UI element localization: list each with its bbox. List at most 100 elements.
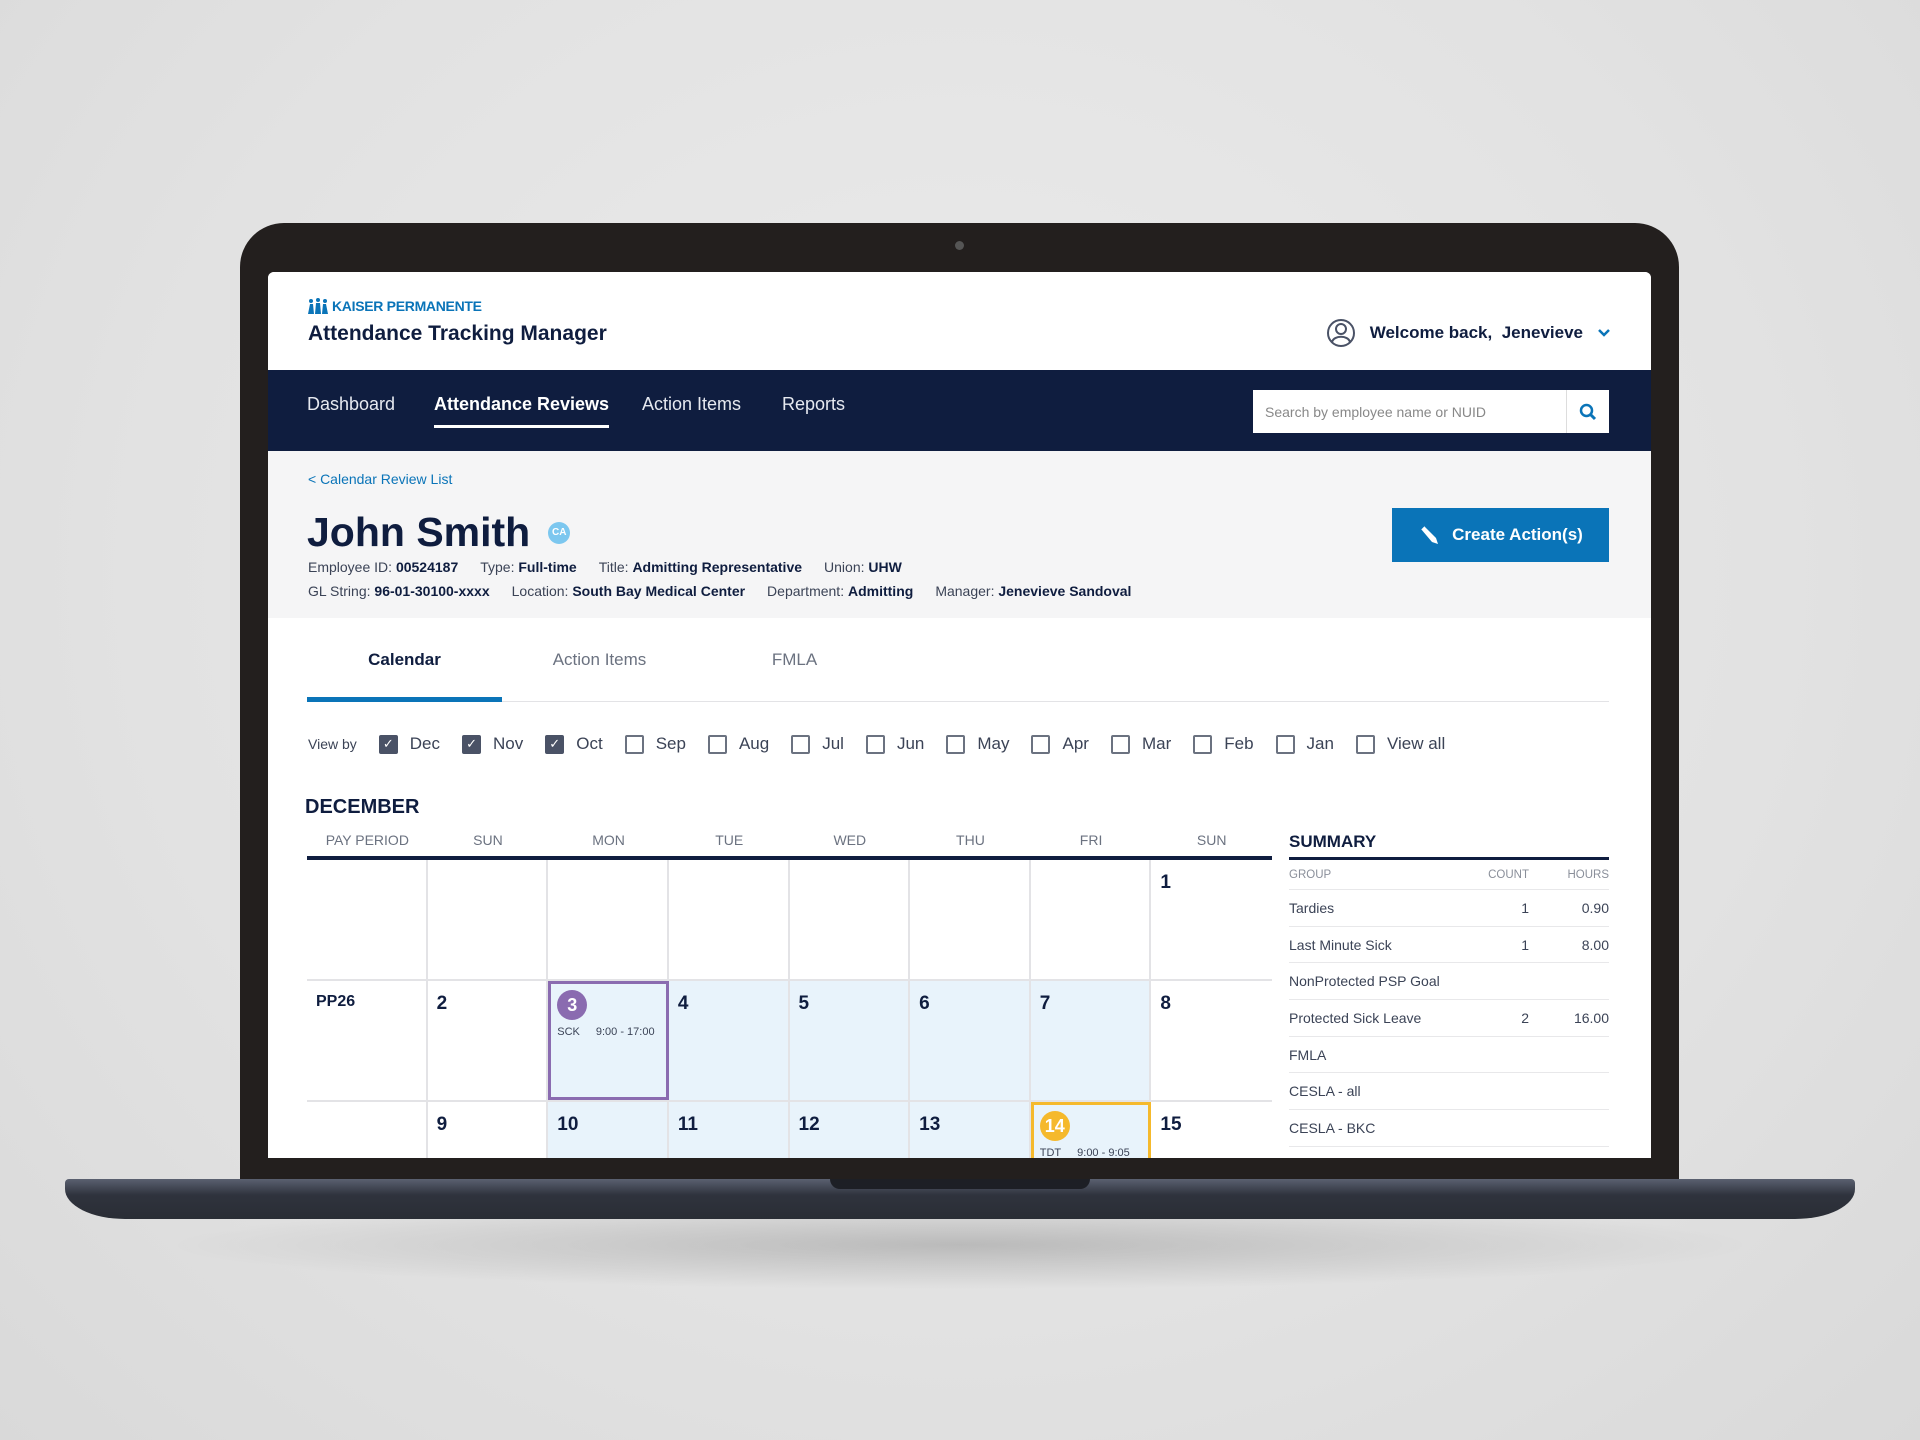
calendar-day-cell[interactable]: 11 bbox=[668, 1102, 790, 1158]
search-input[interactable] bbox=[1253, 390, 1566, 433]
calendar-event[interactable]: TDT 9:00 - 9:05 bbox=[1040, 1147, 1143, 1158]
calendar-day-cell[interactable]: 5 bbox=[789, 981, 911, 1100]
calendar-day-cell[interactable]: 13 bbox=[910, 1102, 1031, 1158]
summary-row: Last Minute Sick 1 8.00 bbox=[1289, 927, 1609, 964]
checkbox[interactable] bbox=[1275, 734, 1295, 754]
field-value: 00524187 bbox=[395, 559, 459, 575]
calendar-day-cell[interactable] bbox=[428, 860, 549, 979]
calendar-day-cell[interactable]: 1 bbox=[1151, 860, 1272, 979]
day-number: 4 bbox=[677, 993, 689, 1014]
calendar-event[interactable]: SCK 9:00 - 17:00 bbox=[557, 1026, 660, 1038]
field-value: 96-01-30100-xxxx bbox=[374, 583, 490, 599]
nav-attendance-reviews[interactable]: Attendance Reviews bbox=[434, 394, 610, 428]
field-value: Admitting Representative bbox=[632, 559, 803, 575]
month-checkbox-jan[interactable]: Jan bbox=[1275, 734, 1334, 754]
summary-panel: SUMMARY GROUP COUNT HOURS Tardies 1 0.90 Last … bbox=[1289, 832, 1609, 1147]
calendar-day-cell[interactable]: 8 bbox=[1151, 981, 1272, 1100]
nav-dashboard[interactable]: Dashboard bbox=[307, 394, 396, 414]
calendar-day-cell[interactable] bbox=[790, 860, 911, 979]
tab-fmla[interactable]: FMLA bbox=[771, 650, 818, 669]
day-header: MON bbox=[592, 832, 625, 848]
checkbox[interactable] bbox=[1193, 734, 1213, 754]
tab-calendar[interactable]: Calendar bbox=[307, 618, 502, 702]
day-header: SUN bbox=[1196, 832, 1227, 848]
checkbox[interactable] bbox=[1031, 734, 1051, 754]
summary-column-header: COUNT bbox=[1488, 868, 1529, 881]
month-checkbox-feb[interactable]: Feb bbox=[1193, 734, 1254, 754]
month-checkbox-sep[interactable]: Sep bbox=[624, 734, 686, 754]
field-label: Title: bbox=[598, 559, 629, 575]
checkbox[interactable] bbox=[791, 734, 811, 754]
calendar-day-cell[interactable] bbox=[1031, 860, 1152, 979]
nav-reports[interactable]: Reports bbox=[782, 394, 846, 414]
employee-tabs: Calendar Action Items FMLA bbox=[307, 618, 1609, 702]
calendar-day-cell[interactable]: 4 bbox=[668, 981, 790, 1100]
checkbox[interactable] bbox=[707, 734, 727, 754]
month-checkbox-jun[interactable]: Jun bbox=[865, 734, 924, 754]
calendar-day-cell[interactable]: 9 bbox=[428, 1102, 549, 1158]
back-to-calendar-review-list[interactable]: < Calendar Review List bbox=[308, 471, 453, 487]
summary-group: FMLA bbox=[1289, 1046, 1327, 1063]
calendar-day-cell[interactable]: 12 bbox=[789, 1102, 911, 1158]
checkbox[interactable]: ✓ bbox=[462, 734, 482, 754]
calendar-day-cell[interactable]: 6 bbox=[910, 981, 1031, 1100]
event-code: SCK bbox=[557, 1026, 580, 1038]
month-checkbox-may[interactable]: May bbox=[946, 734, 1009, 754]
month-checkbox-view-all[interactable]: View all bbox=[1355, 734, 1445, 754]
employee-field: Type: Full-time bbox=[480, 559, 576, 575]
calendar-day-cell[interactable] bbox=[669, 860, 790, 979]
employee-info-panel: < Calendar Review List John Smith CA Emp… bbox=[268, 451, 1651, 618]
calendar-day-cell[interactable] bbox=[548, 860, 669, 979]
summary-column-header: GROUP bbox=[1289, 868, 1332, 881]
summary-group: Protected Sick Leave bbox=[1289, 1009, 1422, 1026]
calendar-day-cell[interactable]: 2 bbox=[428, 981, 549, 1100]
month-checkbox-nov[interactable]: ✓ Nov bbox=[462, 734, 523, 754]
month-checkbox-aug[interactable]: Aug bbox=[707, 734, 769, 754]
month-checkbox-apr[interactable]: Apr bbox=[1031, 734, 1089, 754]
summary-group: NonProtected PSP Goal bbox=[1289, 973, 1440, 990]
calendar-day-cell[interactable]: 14 TDT 9:00 - 9:05 bbox=[1030, 1102, 1152, 1158]
view-by-filter: View by ✓ Dec ✓ Nov ✓ Oct Sep Aug Jul Jun May Apr Ma… bbox=[308, 734, 1467, 754]
summary-hours: 16.00 bbox=[1573, 1009, 1609, 1026]
calendar-week-row: PP26 2 3 SCK 9:00 - 17:00 4 5 6 7 8 bbox=[307, 981, 1272, 1102]
nav-action-items[interactable]: Action Items bbox=[642, 394, 742, 414]
checkbox[interactable] bbox=[624, 734, 644, 754]
user-avatar-icon bbox=[1326, 319, 1355, 347]
month-checkbox-jul[interactable]: Jul bbox=[791, 734, 844, 754]
day-number-badge: 14 bbox=[1039, 1111, 1070, 1141]
calendar-day-cell[interactable]: 3 SCK 9:00 - 17:00 bbox=[548, 981, 669, 1100]
month-checkbox-dec[interactable]: ✓ Dec bbox=[378, 734, 441, 754]
checkbox-label: May bbox=[977, 734, 1010, 753]
summary-column-header: HOURS bbox=[1567, 868, 1609, 881]
checkbox-label: Mar bbox=[1141, 734, 1172, 753]
calendar-header: PAY PERIOD SUN MON TUE WED THU FRI SUN bbox=[307, 832, 1272, 860]
checkbox[interactable]: ✓ bbox=[545, 734, 565, 754]
checkbox[interactable] bbox=[1110, 734, 1130, 754]
day-number: 1 bbox=[1160, 872, 1171, 893]
tab-action-items[interactable]: Action Items bbox=[552, 650, 647, 669]
summary-row: FMLA bbox=[1289, 1037, 1609, 1074]
user-menu[interactable]: Welcome back, Jenevieve bbox=[1326, 318, 1611, 348]
day-header: WED bbox=[833, 832, 867, 848]
search-button[interactable] bbox=[1566, 390, 1609, 433]
field-label: Employee ID: bbox=[308, 559, 393, 575]
day-number: 8 bbox=[1160, 993, 1171, 1014]
employee-search bbox=[1253, 390, 1609, 433]
brand-logo[interactable]: KAISER PERMANENTE bbox=[308, 298, 482, 314]
month-checkbox-mar[interactable]: Mar bbox=[1110, 734, 1172, 754]
calendar-day-cell[interactable]: 15 bbox=[1151, 1102, 1272, 1158]
month-checkbox-oct[interactable]: ✓ Oct bbox=[545, 734, 603, 754]
calendar-day-cell[interactable] bbox=[910, 860, 1031, 979]
calendar-day-cell[interactable]: 7 bbox=[1030, 981, 1152, 1100]
checkbox[interactable]: ✓ bbox=[378, 734, 398, 754]
checkbox[interactable] bbox=[946, 734, 966, 754]
checkbox[interactable] bbox=[1355, 734, 1375, 754]
checkbox[interactable] bbox=[865, 734, 885, 754]
calendar-day-cell[interactable]: 10 bbox=[548, 1102, 669, 1158]
create-actions-button[interactable]: Create Action(s) bbox=[1392, 508, 1609, 562]
employee-field: GL String: 96-01-30100-xxxx bbox=[308, 583, 490, 599]
field-label: GL String: bbox=[308, 583, 371, 599]
day-header: PAY PERIOD bbox=[325, 832, 409, 848]
summary-hours: 0.90 bbox=[1581, 899, 1609, 916]
checkbox-label: Dec bbox=[409, 734, 441, 753]
